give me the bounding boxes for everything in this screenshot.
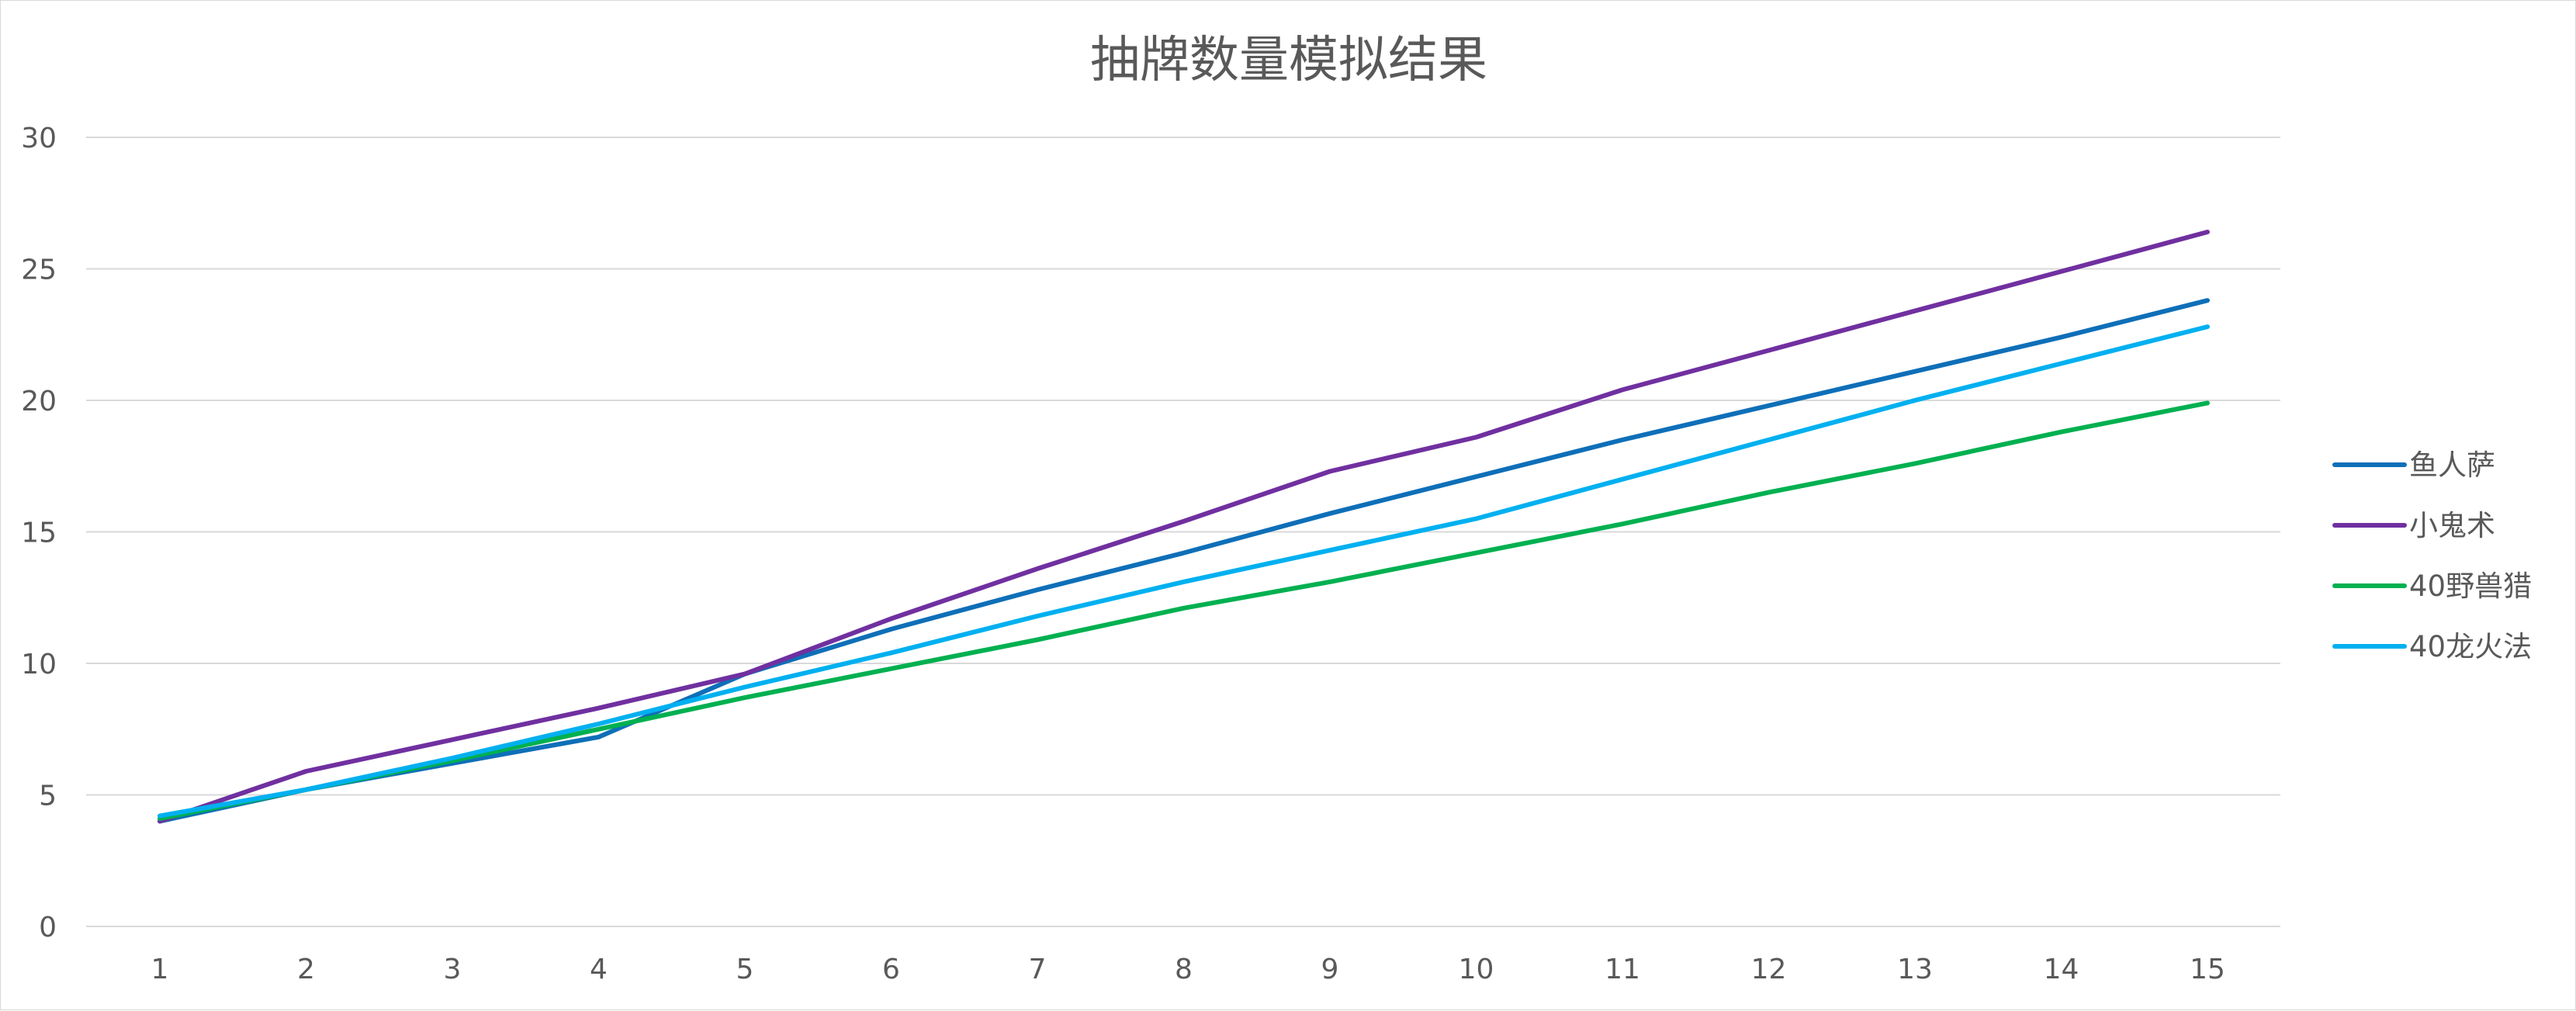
x-tick-label: 3 bbox=[444, 954, 462, 985]
x-tick-label: 9 bbox=[1321, 954, 1339, 985]
y-tick-label: 5 bbox=[39, 781, 57, 812]
y-axis-ticks: 0 5 10 15 20 25 30 bbox=[21, 123, 57, 943]
x-tick-label: 6 bbox=[882, 954, 900, 985]
legend-label: 40龙火法 bbox=[2409, 630, 2532, 663]
legend-label: 鱼人萨 bbox=[2409, 448, 2495, 482]
series-line-2 bbox=[158, 230, 2210, 824]
x-tick-label: 12 bbox=[1751, 954, 1787, 985]
x-tick-label: 8 bbox=[1175, 954, 1193, 985]
x-tick-label: 10 bbox=[1459, 954, 1494, 985]
gridlines bbox=[86, 137, 2280, 927]
series-line-1 bbox=[158, 298, 2210, 824]
y-tick-label: 20 bbox=[21, 386, 57, 417]
series-line-4 bbox=[158, 324, 2210, 819]
series-lines bbox=[158, 230, 2210, 824]
y-tick-label: 15 bbox=[21, 518, 57, 549]
x-tick-label: 4 bbox=[590, 954, 608, 985]
series-line-3 bbox=[158, 400, 2210, 821]
legend-label: 40野兽猎 bbox=[2409, 570, 2532, 603]
x-tick-label: 11 bbox=[1605, 954, 1640, 985]
x-tick-label: 7 bbox=[1029, 954, 1047, 985]
chart-title: 抽牌数量模拟结果 bbox=[1090, 32, 1487, 89]
x-axis-ticks: 1 2 3 4 5 6 7 8 9 10 11 12 13 14 15 bbox=[151, 954, 2225, 985]
x-tick-label: 5 bbox=[736, 954, 754, 985]
x-tick-label: 1 bbox=[151, 954, 169, 985]
y-tick-label: 0 bbox=[39, 912, 57, 943]
y-tick-label: 25 bbox=[21, 254, 57, 286]
y-tick-label: 30 bbox=[21, 123, 57, 154]
y-tick-label: 10 bbox=[21, 649, 57, 680]
x-tick-label: 15 bbox=[2190, 954, 2225, 985]
x-tick-label: 2 bbox=[297, 954, 315, 985]
x-tick-label: 13 bbox=[1897, 954, 1933, 985]
legend-label: 小鬼术 bbox=[2409, 509, 2495, 542]
x-tick-label: 14 bbox=[2044, 954, 2079, 985]
